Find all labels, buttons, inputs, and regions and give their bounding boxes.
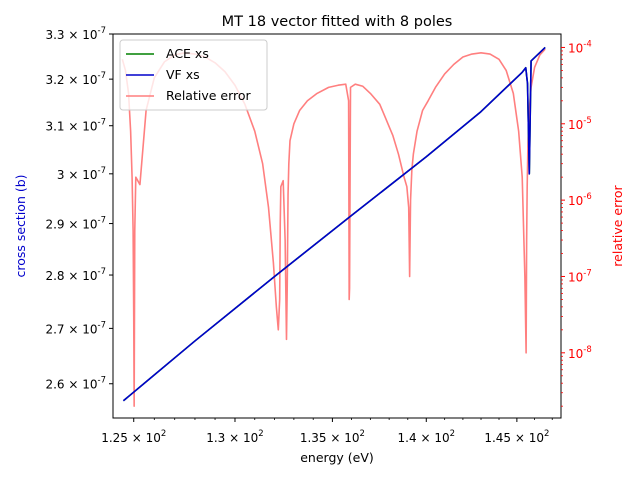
y-right-tick-label: 10-6	[568, 192, 592, 208]
y-left-tick-label: 3.1 × 10-7	[45, 118, 106, 134]
y-right-tick-label: 10-7	[568, 268, 592, 284]
y-left-tick-label: 2.9 × 10-7	[45, 216, 106, 232]
legend: ACE xs VF xs Relative error	[119, 39, 268, 111]
x-tick-label: 1.25 × 102	[101, 429, 166, 445]
chart-title: MT 18 vector fitted with 8 poles	[222, 14, 453, 30]
series-line-vf-xs	[122, 46, 546, 402]
x-tick-label: 1.4 × 102	[398, 429, 455, 445]
y-left-tick-label: 3 × 10-7	[57, 166, 106, 182]
x-tick-label: 1.45 × 102	[484, 429, 549, 445]
y-axis-right-label: relative error	[610, 184, 625, 266]
legend-label-ace-xs: ACE xs	[166, 46, 209, 61]
x-tick-label: 1.3 × 102	[206, 429, 263, 445]
legend-label-vf-xs: VF xs	[166, 67, 200, 82]
y-right-tick-label: 10-8	[568, 345, 592, 361]
y-left-tick-label: 2.8 × 10-7	[45, 267, 106, 283]
y-right-tick-label: 10-4	[568, 39, 592, 55]
y-left-tick-label: 2.6 × 10-7	[45, 376, 106, 392]
legend-label-relative-error: Relative error	[166, 88, 252, 103]
y-left-tick-label: 2.7 × 10-7	[45, 320, 106, 336]
y-right-tick-label: 10-5	[568, 116, 592, 132]
x-axis-label: energy (eV)	[300, 450, 374, 465]
plot-frame	[112, 33, 562, 419]
legend-box	[119, 39, 268, 111]
x-tick-label: 1.35 × 102	[300, 429, 365, 445]
y-left-tick-label: 3.3 × 10-7	[45, 26, 106, 42]
y-axis-left-label: cross section (b)	[13, 174, 28, 277]
y-left-tick-label: 3.2 × 10-7	[45, 71, 106, 87]
